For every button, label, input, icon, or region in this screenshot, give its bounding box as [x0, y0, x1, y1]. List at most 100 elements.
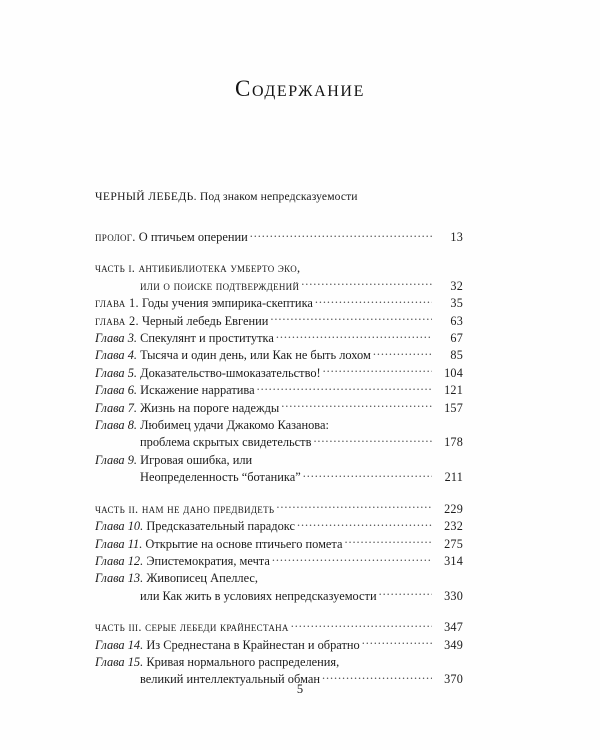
toc-entry-line: Глава 4. Тысяча и один день, или Как не …	[95, 347, 463, 364]
toc-entry-label: Глава 15. Кривая нормального распределен…	[95, 654, 339, 671]
toc-entry[interactable]: Глава 10. Предсказательный парадокс 232	[95, 518, 463, 535]
toc-entry[interactable]: Глава 6. Искажение нарратива 121	[95, 382, 463, 399]
toc-entry-title: Серые лебеди Крайнестана	[141, 620, 289, 635]
toc-entry-line: Глава 11. Открытие на основе птичьего по…	[95, 536, 463, 553]
toc-entry-title: Искажение нарратива	[137, 383, 255, 398]
toc-entry-label: Глава 4. Тысяча и один день, или Как не …	[95, 347, 371, 364]
toc-entry[interactable]: Глава 15. Кривая нормального распределен…	[95, 654, 463, 689]
toc-entry-page-number[interactable]: 232	[444, 519, 463, 534]
toc-entry-prefix: Глава 11.	[95, 536, 143, 551]
page-title: Содержание	[235, 76, 365, 101]
toc-entry-title: Эпистемократия, мечта	[143, 553, 270, 568]
toc-entry-page-number[interactable]: 63	[450, 313, 463, 328]
toc-entry-line: Глава 15. Кривая нормального распределен…	[95, 654, 463, 671]
dot-leader	[322, 671, 432, 683]
toc-entry-label: Глава 8. Любимец удачи Джакомо Казанова:	[95, 417, 329, 434]
toc-entry[interactable]: Глава 13. Живописец Апеллес, или Как жить…	[95, 570, 463, 605]
dot-leader	[257, 382, 432, 394]
toc-entry-line: Глава 1. Годы учения эмпирика-скептика 35	[95, 295, 463, 312]
toc-entry-title: О птичьем оперении	[135, 230, 248, 244]
toc-entry-page-number[interactable]: 35	[450, 296, 463, 311]
toc-entry-page-number[interactable]: 347	[444, 620, 463, 635]
dot-leader	[272, 553, 432, 565]
toc-entry-prefix: Глава 14.	[95, 637, 144, 652]
toc-entry-title: Игровая ошибка, или	[137, 452, 253, 467]
toc-entry-line: Глава 8. Любимец удачи Джакомо Казанова:	[95, 417, 463, 434]
folio-page-number: 5	[296, 682, 304, 696]
toc-entry[interactable]: Глава 11. Открытие на основе птичьего по…	[95, 536, 463, 553]
toc-entry-title-continued: или О поиске подтверждений	[140, 278, 300, 293]
toc-entry-line-continued: или Как жить в условиях непредсказуемост…	[95, 588, 463, 605]
toc-entry-label: Часть I. Антибиблиотека Умберто Эко,	[95, 260, 300, 277]
toc-entry-label: Глава 1. Годы учения эмпирика-скептика	[95, 295, 313, 312]
toc-entry-line: Часть III. Серые лебеди Крайнестана 347	[95, 619, 463, 636]
toc-entry-page-number[interactable]: 104	[444, 365, 463, 380]
toc-entry[interactable]: Часть III. Серые лебеди Крайнестана 347	[95, 619, 463, 636]
toc-entry-title: Кривая нормального распределения,	[143, 654, 340, 669]
toc-entry[interactable]: Часть I. Антибиблиотека Умберто Эко, или …	[95, 260, 463, 295]
toc-entry[interactable]: Глава 7. Жизнь на пороге надежды 157	[95, 400, 463, 417]
toc-entry-page-number[interactable]: 32	[450, 278, 463, 293]
toc-entry-prefix: Часть III.	[95, 620, 142, 635]
toc-entry[interactable]: Глава 9. Игровая ошибка, или Неопределенн…	[95, 452, 463, 487]
dot-leader	[276, 330, 432, 342]
toc-entry-page-number[interactable]: 275	[444, 536, 463, 551]
toc-entry-prefix: Глава 9.	[95, 452, 138, 467]
toc-entry-line: Глава 5. Доказательство-шмоказательство!…	[95, 365, 463, 382]
toc-entry[interactable]: Глава 14. Из Среднестана в Крайнестан и …	[95, 637, 463, 654]
toc-entry[interactable]: Глава 3. Спекулянт и проститутка 67	[95, 330, 463, 347]
toc-entry-title-continued: проблема скрытых свидетельств	[140, 435, 312, 450]
toc-entry-prefix: Глава 3.	[95, 331, 138, 346]
toc-entry-page-number[interactable]: 67	[450, 331, 463, 346]
dot-leader	[323, 365, 432, 377]
toc-entry-line: Глава 12. Эпистемократия, мечта 314	[95, 553, 463, 570]
toc-entry-title: Открытие на основе птичьего помета	[142, 536, 343, 551]
toc-entry-page-number[interactable]: 85	[450, 348, 463, 363]
toc-entry[interactable]: Глава 1. Годы учения эмпирика-скептика 35	[95, 295, 463, 312]
toc-entry-page-number[interactable]: 370	[444, 672, 463, 687]
toc-entry-prefix: Часть II.	[95, 501, 139, 516]
running-head-subtitle: Под знаком непредсказуемости	[196, 190, 358, 203]
toc-entry[interactable]: Глава 5. Доказательство-шмоказательство!…	[95, 365, 463, 382]
toc-entry-page-number[interactable]: 121	[444, 383, 463, 398]
dot-leader	[303, 469, 432, 481]
dot-leader	[345, 536, 433, 548]
toc-entry-page-number[interactable]: 349	[444, 637, 463, 652]
toc-entry-line-continued: великий интеллектуальный обман 370	[95, 671, 463, 688]
toc-entry-prefix: Глава 10.	[95, 519, 144, 534]
dot-leader	[301, 278, 432, 290]
toc-entry[interactable]: Глава 8. Любимец удачи Джакомо Казанова:…	[95, 417, 463, 452]
toc-entry-title: Из Среднестана в Крайнестан и обратно	[143, 637, 360, 652]
toc-entry[interactable]: Глава 2. Черный лебедь Евгении 63	[95, 313, 463, 330]
toc-entry-title: Доказательство-шмоказательство!	[137, 365, 321, 380]
toc-entry-prefix: Глава 13.	[95, 571, 144, 586]
toc-entry-label: Глава 5. Доказательство-шмоказательство!	[95, 365, 321, 382]
dot-leader	[250, 229, 432, 241]
toc-entry-title-continued: или Как жить в условиях непредсказуемост…	[140, 588, 377, 603]
dot-leader	[373, 347, 432, 359]
toc-entry-label: Глава 13. Живописец Апеллес,	[95, 570, 258, 587]
toc-entry[interactable]: Глава 12. Эпистемократия, мечта 314	[95, 553, 463, 570]
toc-entry-page-number[interactable]: 330	[444, 588, 463, 603]
toc-entry-page-number[interactable]: 157	[444, 400, 463, 415]
toc-entry-line: Глава 6. Искажение нарратива 121	[95, 382, 463, 399]
toc-entry-title: Предсказательный парадокс	[143, 519, 295, 534]
toc-entry-line: Глава 9. Игровая ошибка, или	[95, 452, 463, 469]
toc-entry-prefix: Глава 15.	[95, 654, 144, 669]
toc-entry-title: Любимец удачи Джакомо Казанова:	[137, 418, 329, 433]
running-head: ЧЕРНЫЙ ЛЕБЕДЬ. Под знаком непредсказуемо…	[95, 190, 463, 203]
toc-entry-line: Часть I. Антибиблиотека Умберто Эко,	[95, 260, 463, 277]
toc-entry-line: Глава 13. Живописец Апеллес,	[95, 570, 463, 587]
toc-entry-page-number[interactable]: 229	[444, 501, 463, 516]
toc-entry-page-number[interactable]: 314	[444, 553, 463, 568]
toc-entry-page-number[interactable]: 178	[444, 435, 463, 450]
toc-entry-page-number[interactable]: 211	[444, 470, 463, 485]
toc-entry-line: Часть II. Нам не дано предвидеть 229	[95, 501, 463, 518]
toc-entry[interactable]: Часть II. Нам не дано предвидеть 229	[95, 501, 463, 518]
toc-entry-line: Глава 10. Предсказательный парадокс 232	[95, 518, 463, 535]
toc-entry[interactable]: Глава 4. Тысяча и один день, или Как не …	[95, 347, 463, 364]
toc-entry-page-number[interactable]: 13	[450, 230, 463, 244]
dot-leader	[281, 400, 432, 412]
toc-entry-line: Глава 7. Жизнь на пороге надежды 157	[95, 400, 463, 417]
toc-entry[interactable]: Пролог. О птичьем оперении 13	[95, 229, 463, 246]
